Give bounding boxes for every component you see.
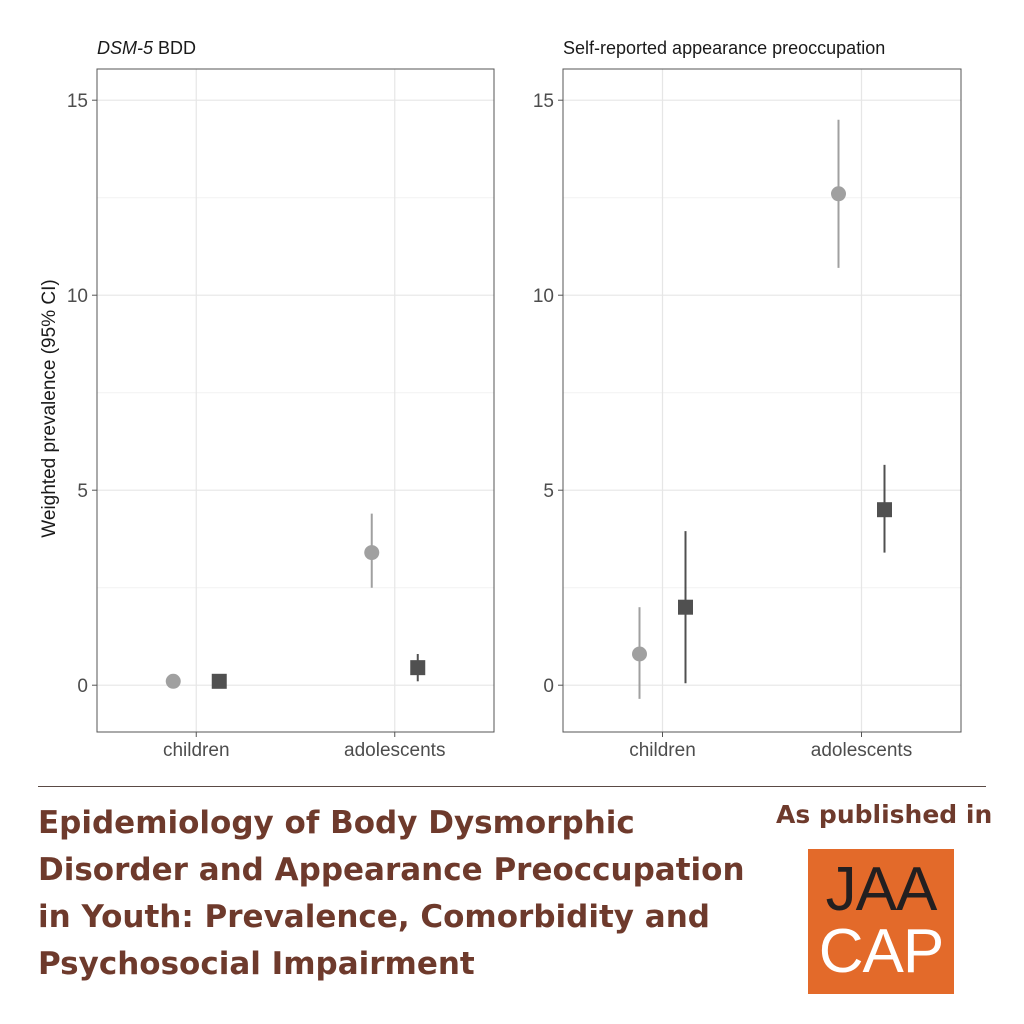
- x-tick-label: children: [629, 740, 696, 761]
- y-tick-label: 10: [533, 286, 554, 307]
- y-tick-label: 0: [77, 676, 88, 697]
- data-point-circle: [165, 673, 181, 689]
- data-point-square: [211, 673, 227, 689]
- panel-border: [96, 68, 495, 733]
- logo-text-top: JAA: [825, 855, 938, 924]
- y-tick-label: 10: [67, 286, 88, 307]
- published-in-label: As published in: [776, 800, 993, 829]
- chart-area: 0 5 10 15 children adolescents DSM-5 BDD 0 5 10 15…: [39, 38, 962, 761]
- data-point-circle: [831, 186, 846, 202]
- article-title-line: Psychosocial Impairment: [38, 946, 475, 982]
- logo-text-bottom: CAP: [818, 917, 944, 986]
- y-axis-label: Weighted prevalence (95% CI): [39, 279, 60, 537]
- article-title-line: Disorder and Appearance Preoccupation: [38, 852, 745, 888]
- article-title-line: in Youth: Prevalence, Comorbidity and: [38, 899, 710, 935]
- data-point-square: [678, 599, 693, 615]
- panel-border: [562, 68, 962, 733]
- panel-title: DSM-5 BDD: [97, 38, 196, 58]
- jaacap-logo: JAA CAP: [808, 849, 954, 994]
- data-point-square: [410, 660, 426, 676]
- divider: [38, 786, 986, 787]
- y-tick-label: 5: [543, 481, 554, 502]
- y-tick-label: 15: [533, 91, 554, 112]
- x-tick-label: adolescents: [344, 740, 445, 761]
- y-tick-label: 15: [67, 91, 88, 112]
- x-tick-label: children: [163, 740, 230, 761]
- y-tick-label: 5: [77, 481, 88, 502]
- article-title-line: Epidemiology of Body Dysmorphic: [38, 805, 635, 841]
- y-tick-label: 0: [543, 676, 554, 697]
- panel-title: Self-reported appearance preoccupation: [563, 38, 885, 58]
- data-point-circle: [632, 646, 647, 662]
- x-tick-label: adolescents: [811, 740, 912, 761]
- data-point-circle: [364, 545, 380, 561]
- data-point-square: [877, 502, 892, 518]
- article-title: Epidemiology of Body Dysmorphic Disorder…: [38, 800, 745, 988]
